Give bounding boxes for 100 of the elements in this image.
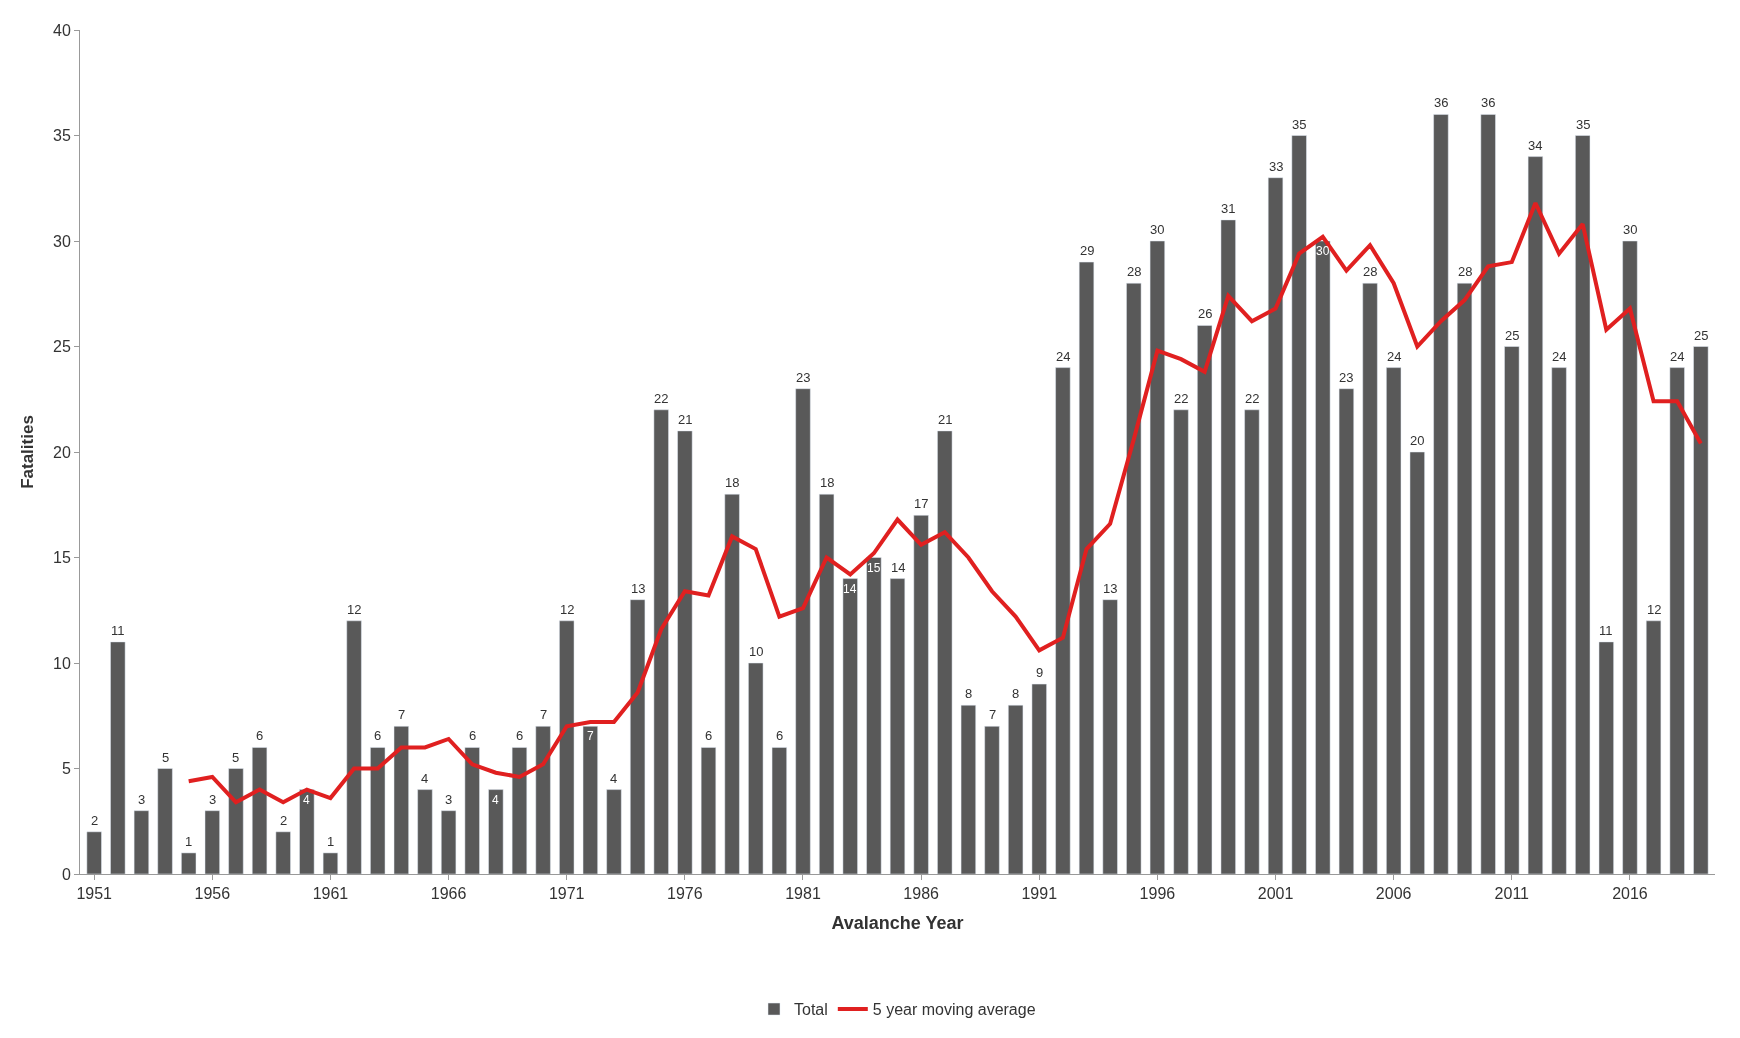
bar: [1078, 261, 1095, 874]
bar: [960, 704, 976, 874]
bar: [771, 747, 787, 874]
bar: [913, 515, 929, 874]
bar: [1315, 240, 1331, 874]
data-label: 5: [232, 750, 240, 765]
data-label: 7: [587, 729, 594, 743]
bar: [937, 430, 953, 874]
x-tick-label: 1971: [548, 885, 585, 903]
bar: [393, 726, 409, 874]
data-label: 15: [867, 561, 881, 575]
data-label: 3: [138, 792, 146, 807]
data-label: 3: [445, 792, 453, 807]
bar: [1480, 114, 1496, 874]
bar: [1267, 177, 1284, 874]
bar: [1126, 282, 1142, 874]
bar: [441, 810, 457, 874]
data-label: 2: [280, 813, 288, 828]
bar: [700, 747, 717, 874]
bar: [1527, 156, 1544, 874]
data-label: 7: [540, 707, 548, 722]
y-tick-label: 20: [53, 443, 71, 461]
x-tick-label: 1976: [667, 885, 703, 903]
data-label: 21: [678, 412, 693, 427]
data-label: 35: [1576, 117, 1591, 132]
data-label: 35: [1292, 117, 1307, 132]
y-tick-label: 35: [53, 127, 71, 145]
bar: [1693, 346, 1709, 874]
data-label: 6: [776, 728, 784, 743]
y-tick-label: 0: [61, 865, 71, 883]
y-tick-label: 5: [61, 760, 71, 778]
y-tick-label: 25: [53, 338, 71, 356]
data-label: 24: [1387, 349, 1402, 364]
data-label: 7: [989, 707, 997, 722]
x-tick-label: 2001: [1257, 885, 1294, 903]
bar: [1456, 282, 1473, 874]
data-label: 8: [965, 686, 973, 701]
data-label: 6: [256, 728, 264, 743]
bar: [204, 810, 220, 874]
x-tick-label: 1981: [785, 885, 821, 903]
bar: [1598, 641, 1614, 874]
bar: [1291, 135, 1307, 874]
data-label: 22: [1245, 391, 1260, 406]
x-tick-label: 1951: [76, 885, 113, 903]
bar: [299, 789, 315, 874]
data-label: 22: [1174, 391, 1189, 406]
bar: [748, 662, 764, 874]
bar: [819, 493, 835, 874]
bar: [511, 747, 528, 874]
bar: [322, 852, 339, 874]
bar: [275, 831, 291, 874]
y-tick-label: 40: [53, 21, 71, 39]
data-label: 18: [725, 475, 740, 490]
bar: [133, 810, 150, 874]
x-tick-label: 1986: [903, 885, 940, 903]
data-label: 6: [705, 728, 713, 743]
data-label: 29: [1080, 243, 1095, 258]
bar: [582, 726, 598, 874]
data-label: 24: [1056, 349, 1071, 364]
bar: [984, 726, 1000, 874]
data-label: 18: [820, 475, 835, 490]
data-label: 9: [1036, 665, 1044, 680]
x-tick-label: 1961: [312, 885, 349, 903]
bar: [1433, 114, 1449, 874]
data-label: 6: [469, 728, 477, 743]
data-label: 6: [374, 728, 382, 743]
bar: [1031, 683, 1047, 874]
data-label: 13: [1103, 581, 1118, 596]
data-label: 34: [1528, 138, 1543, 153]
bar: [157, 768, 173, 874]
bar: [606, 789, 622, 874]
bar: [724, 493, 740, 874]
data-label: 11: [1599, 623, 1613, 638]
bar: [1197, 325, 1213, 874]
bar: [1504, 346, 1520, 874]
y-tick-label: 30: [53, 232, 71, 250]
data-label: 30: [1316, 244, 1330, 258]
y-tick-label: 15: [53, 549, 71, 567]
data-label: 30: [1623, 222, 1638, 237]
bar: [559, 620, 575, 874]
bar: [795, 388, 811, 874]
data-label: 3: [209, 792, 217, 807]
bar: [110, 641, 126, 874]
bar: [488, 789, 504, 874]
data-label: 1: [185, 834, 193, 849]
data-label: 1: [327, 834, 335, 849]
bar: [1551, 367, 1567, 874]
x-tick-label: 1996: [1139, 885, 1176, 903]
bar: [1669, 367, 1685, 874]
data-label: 4: [610, 771, 618, 786]
y-axis-title: Fatalities: [17, 415, 37, 489]
data-label: 22: [654, 391, 669, 406]
data-label: 25: [1505, 328, 1520, 343]
data-label: 4: [303, 793, 310, 807]
bar: [1055, 367, 1071, 874]
data-label: 12: [347, 602, 362, 617]
bar: [535, 726, 551, 874]
bar: [1409, 451, 1425, 874]
bar: [677, 430, 693, 874]
bar: [86, 831, 102, 874]
